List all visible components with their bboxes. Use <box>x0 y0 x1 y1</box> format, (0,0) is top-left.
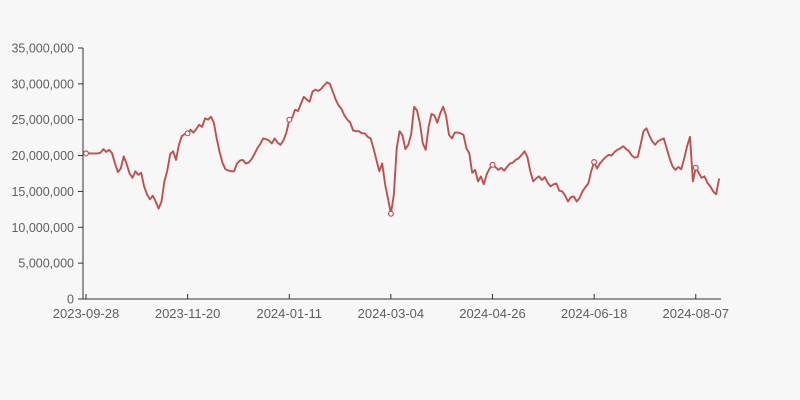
x-axis-tick-label: 2024-04-26 <box>459 306 526 321</box>
x-axis-tick-label: 2024-08-07 <box>663 306 730 321</box>
data-point-marker <box>387 210 394 217</box>
x-axis-tick-label: 2023-09-28 <box>53 306 120 321</box>
data-point-marker <box>591 159 598 166</box>
x-axis-tick-label: 2023-11-20 <box>155 306 221 321</box>
y-axis-tick-label: 30,000,000 <box>11 77 74 91</box>
y-axis-tick-label: 0 <box>67 293 74 307</box>
y-axis-tick-label: 20,000,000 <box>11 149 74 163</box>
x-axis-tick-label: 2024-06-18 <box>561 306 628 321</box>
series-line <box>85 81 720 215</box>
data-point-marker <box>286 116 293 123</box>
x-axis-tick-label: 2024-03-04 <box>358 306 425 321</box>
y-axis-tick-label: 5,000,000 <box>18 257 74 271</box>
x-axis-tick-label: 2024-01-11 <box>256 306 322 321</box>
y-axis-tick-label: 25,000,000 <box>11 113 74 127</box>
data-point-marker <box>82 150 89 157</box>
y-axis-tick-label: 10,000,000 <box>11 221 74 235</box>
data-point-marker <box>489 161 496 168</box>
data-point-marker <box>692 164 699 171</box>
data-point-marker <box>184 130 191 137</box>
y-axis-tick-label: 35,000,000 <box>11 42 74 56</box>
y-axis-tick-label: 15,000,000 <box>11 185 74 199</box>
